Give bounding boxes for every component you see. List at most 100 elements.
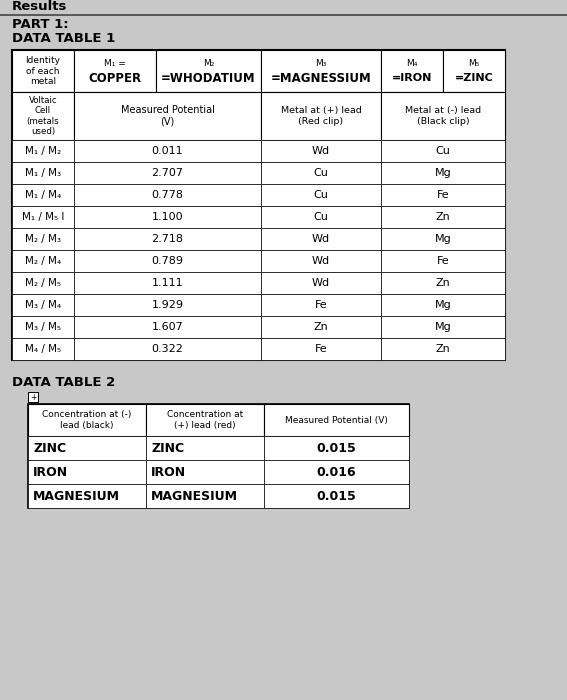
Bar <box>12 316 74 338</box>
Text: 1.929: 1.929 <box>151 300 184 310</box>
Text: Fe: Fe <box>315 344 327 354</box>
Bar <box>146 484 264 508</box>
Text: 0.789: 0.789 <box>151 256 184 266</box>
Text: Zn: Zn <box>314 322 328 332</box>
Text: 0.322: 0.322 <box>151 344 184 354</box>
Text: Wd: Wd <box>312 256 330 266</box>
Text: 1.100: 1.100 <box>152 212 183 222</box>
Bar <box>146 436 264 460</box>
Bar <box>381 50 443 92</box>
Bar <box>381 184 505 206</box>
Text: M₂ / M₄: M₂ / M₄ <box>25 256 61 266</box>
Text: Mg: Mg <box>435 234 451 244</box>
Bar <box>261 50 381 92</box>
Bar <box>261 250 381 272</box>
Bar <box>74 50 156 92</box>
Text: Cu: Cu <box>435 146 450 156</box>
Bar <box>381 92 505 140</box>
Text: Measured Potential
(V): Measured Potential (V) <box>121 105 214 127</box>
Bar <box>261 272 381 294</box>
Bar <box>28 484 146 508</box>
Bar <box>74 316 261 338</box>
Text: 2.707: 2.707 <box>151 168 184 178</box>
Text: Wd: Wd <box>312 234 330 244</box>
Bar <box>381 250 505 272</box>
Bar <box>74 250 261 272</box>
Bar <box>261 140 381 162</box>
Text: Cu: Cu <box>314 190 328 200</box>
Bar <box>12 250 74 272</box>
Bar <box>74 294 261 316</box>
Text: Wd: Wd <box>312 146 330 156</box>
Text: M₃ / M₄: M₃ / M₄ <box>25 300 61 310</box>
Bar <box>264 484 409 508</box>
Bar <box>12 50 74 92</box>
Bar <box>381 338 505 360</box>
Bar <box>264 460 409 484</box>
Text: Zn: Zn <box>435 212 450 222</box>
Text: Mg: Mg <box>435 322 451 332</box>
Text: MAGNESIUM: MAGNESIUM <box>33 489 120 503</box>
Bar <box>261 162 381 184</box>
Bar <box>381 206 505 228</box>
Bar <box>74 272 261 294</box>
Bar <box>12 140 74 162</box>
Bar <box>74 184 261 206</box>
Text: =MAGNESSIUM: =MAGNESSIUM <box>270 71 371 85</box>
Bar <box>146 404 264 436</box>
Text: DATA TABLE 1: DATA TABLE 1 <box>12 32 115 46</box>
Bar <box>264 436 409 460</box>
Text: Zn: Zn <box>435 278 450 288</box>
Bar <box>12 184 74 206</box>
Text: M₁ =: M₁ = <box>104 59 126 67</box>
Text: Fe: Fe <box>315 300 327 310</box>
Text: M₅: M₅ <box>468 59 480 67</box>
Bar <box>261 316 381 338</box>
Text: Wd: Wd <box>312 278 330 288</box>
Bar <box>381 272 505 294</box>
Bar <box>12 50 505 360</box>
Bar <box>381 228 505 250</box>
Bar <box>28 404 146 436</box>
Text: Cu: Cu <box>314 212 328 222</box>
Text: Mg: Mg <box>435 300 451 310</box>
Text: =WHODATIUM: =WHODATIUM <box>161 71 256 85</box>
Text: Measured Potential (V): Measured Potential (V) <box>285 416 388 424</box>
Bar <box>12 206 74 228</box>
Bar <box>156 50 261 92</box>
Bar <box>146 460 264 484</box>
Text: =IRON: =IRON <box>392 73 432 83</box>
Bar <box>264 404 409 436</box>
Text: 0.011: 0.011 <box>152 146 183 156</box>
Text: Zn: Zn <box>435 344 450 354</box>
Text: 0.778: 0.778 <box>151 190 184 200</box>
Text: M₂: M₂ <box>203 59 214 67</box>
Bar <box>12 162 74 184</box>
Bar <box>261 92 381 140</box>
Text: PART 1:: PART 1: <box>12 18 69 32</box>
Text: DATA TABLE 2: DATA TABLE 2 <box>12 375 115 389</box>
Bar <box>28 436 146 460</box>
Text: Fe: Fe <box>437 256 449 266</box>
Bar <box>12 338 74 360</box>
Text: M₂ / M₃: M₂ / M₃ <box>25 234 61 244</box>
Bar <box>261 228 381 250</box>
Text: IRON: IRON <box>151 466 186 479</box>
Bar <box>381 162 505 184</box>
Bar <box>12 228 74 250</box>
Text: M₁ / M₄: M₁ / M₄ <box>25 190 61 200</box>
Text: 1.111: 1.111 <box>152 278 183 288</box>
Bar <box>381 294 505 316</box>
Bar <box>261 338 381 360</box>
Text: 0.016: 0.016 <box>317 466 356 479</box>
Bar <box>12 294 74 316</box>
Text: M₂ / M₅: M₂ / M₅ <box>25 278 61 288</box>
Text: M₄ / M₅: M₄ / M₅ <box>25 344 61 354</box>
Bar <box>74 92 261 140</box>
Text: Mg: Mg <box>435 168 451 178</box>
Bar <box>28 460 146 484</box>
Text: M₁ / M₃: M₁ / M₃ <box>25 168 61 178</box>
Bar <box>74 338 261 360</box>
Text: Results: Results <box>12 1 67 13</box>
Text: 1.607: 1.607 <box>151 322 183 332</box>
